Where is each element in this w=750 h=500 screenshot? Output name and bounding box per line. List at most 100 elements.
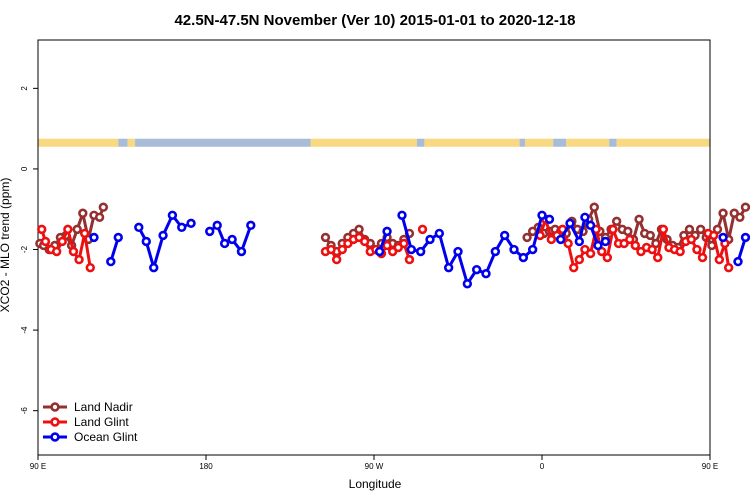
data-point — [718, 208, 728, 218]
data-point — [565, 218, 575, 229]
data-point — [417, 224, 428, 235]
data-point — [600, 236, 611, 247]
band-segment-ocean — [416, 138, 425, 147]
data-point — [51, 246, 62, 257]
data-point — [177, 222, 187, 233]
data-point — [63, 224, 73, 235]
data-point — [740, 202, 750, 212]
data-point — [337, 244, 347, 255]
data-point — [490, 246, 501, 257]
data-point — [499, 230, 510, 241]
data-point — [718, 232, 728, 243]
data-point — [85, 262, 95, 273]
band-segment-ocean — [553, 138, 567, 147]
data-point — [658, 224, 669, 235]
data-point — [697, 252, 708, 263]
band-segment-ocean — [519, 138, 526, 147]
data-point — [399, 238, 409, 249]
data-point — [167, 210, 178, 220]
band-segment-land — [38, 138, 119, 147]
data-point — [645, 230, 655, 241]
data-point — [684, 224, 695, 235]
band-segment-land — [566, 138, 610, 147]
data-point — [630, 240, 641, 251]
legend-swatch-marker — [50, 432, 60, 442]
data-point — [686, 234, 697, 245]
data-point — [79, 228, 90, 239]
data-point — [374, 246, 385, 257]
legend-entry-label: Land Nadir — [74, 400, 133, 414]
data-point — [149, 262, 159, 273]
y-tick-label: -2 — [20, 245, 29, 253]
data-point — [653, 252, 663, 263]
data-point — [714, 254, 725, 265]
x-tick-label: 90 W — [365, 462, 384, 471]
data-point — [733, 256, 743, 267]
data-point — [608, 224, 618, 235]
data-point — [527, 244, 538, 255]
y-tick-label: -6 — [20, 407, 29, 415]
data-point — [522, 232, 532, 243]
data-point — [382, 240, 392, 251]
data-point — [735, 212, 745, 222]
data-point — [354, 224, 364, 235]
chart-title: 42.5N-47.5N November (Ver 10) 2015-01-01… — [174, 12, 575, 29]
data-point — [89, 232, 99, 243]
data-point — [212, 220, 222, 231]
data-point — [320, 232, 331, 243]
band-segment-land — [310, 138, 417, 147]
data-point — [158, 230, 168, 241]
data-point — [106, 256, 116, 267]
data-point — [78, 208, 88, 218]
data-point — [695, 224, 706, 235]
data-point — [415, 246, 426, 257]
data-point — [74, 254, 84, 265]
data-point — [37, 224, 47, 235]
data-point — [40, 236, 51, 247]
data-point — [544, 214, 555, 224]
data-point — [555, 234, 566, 245]
data-point — [580, 212, 590, 222]
data-point — [113, 232, 123, 243]
data-point — [134, 222, 144, 233]
data-point — [141, 236, 151, 247]
y-tick-label: 2 — [20, 86, 29, 91]
data-point — [382, 226, 392, 237]
y-axis-label: XCO2 - MLO trend (ppm) — [0, 178, 12, 313]
data-point — [186, 218, 196, 229]
data-point — [675, 246, 685, 257]
data-point — [331, 254, 342, 265]
data-point — [481, 268, 491, 279]
data-point — [709, 230, 719, 241]
band-segment-land — [127, 138, 136, 147]
data-point — [94, 212, 105, 222]
data-point — [509, 244, 519, 255]
data-point — [406, 244, 417, 255]
x-tick-label: 0 — [540, 462, 545, 471]
data-point — [518, 252, 529, 263]
data-point — [72, 224, 82, 235]
data-point — [57, 236, 67, 247]
legend-swatch-marker — [50, 402, 60, 412]
data-point — [537, 210, 547, 220]
y-tick-label: -4 — [20, 326, 29, 334]
x-tick-label: 180 — [199, 462, 213, 471]
data-point — [585, 220, 596, 231]
data-point — [574, 236, 585, 247]
legend-swatch-marker — [50, 417, 60, 427]
band-segment-land — [525, 138, 554, 147]
data-point — [471, 264, 482, 275]
series-ocean-glint — [89, 210, 750, 289]
band-segment-land — [424, 138, 520, 147]
data-point — [740, 232, 750, 243]
band-segment-ocean — [135, 138, 311, 147]
data-point — [219, 238, 230, 249]
data-point — [68, 246, 79, 257]
band-segment-ocean — [609, 138, 617, 147]
data-point — [227, 234, 237, 245]
data-point — [563, 238, 573, 249]
data-point — [462, 279, 473, 289]
